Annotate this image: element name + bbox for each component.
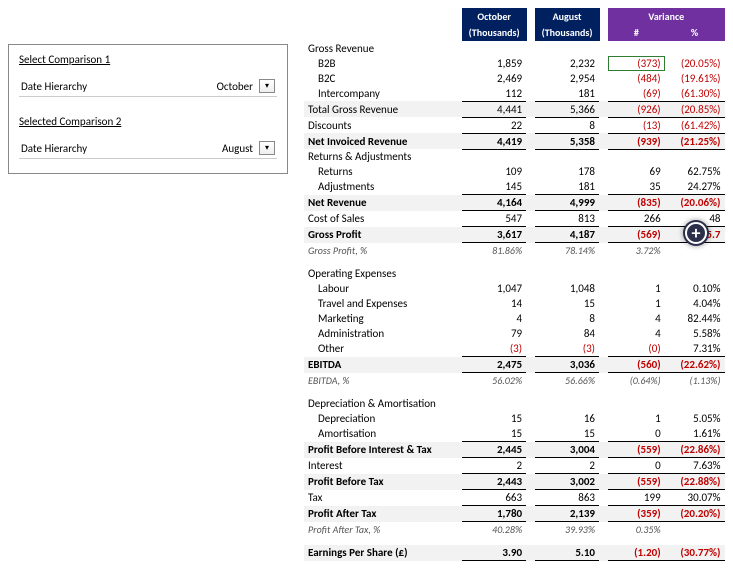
dropdown-icon[interactable]: ▾ — [259, 79, 275, 93]
slicer-field-label-1: Date Hierarchy — [21, 80, 217, 93]
table-row: Gross Profit, %81.86%78.14%3.72% — [304, 243, 725, 259]
table-row: Other(3)(3)(0)7.31% — [304, 341, 725, 357]
table-row — [304, 258, 725, 266]
table-row: Profit Before Interest & Tax2,4453,004(5… — [304, 442, 725, 458]
header-col2-a: August — [535, 9, 599, 25]
table-row: Labour1,0471,04810.10% — [304, 281, 725, 296]
table-row: Administration798445.58% — [304, 326, 725, 341]
table-row: Profit Before Tax2,4433,002(559)(22.88%) — [304, 474, 725, 490]
table-row — [304, 537, 725, 545]
pnl-table: October August Variance (Thousands) (Tho… — [304, 8, 725, 561]
header-col1-a: October — [462, 9, 526, 25]
header-variance: Variance — [608, 9, 725, 25]
table-row: Returns1091786962.75% — [304, 164, 725, 179]
table-row: Net Invoiced Revenue4,4195,358(939)(21.2… — [304, 133, 725, 149]
slicer-title-2: Selected Comparison 2 — [19, 115, 277, 128]
slicer-row-2[interactable]: Date Hierarchy August ▾ — [19, 138, 277, 159]
table-row — [304, 388, 725, 396]
header-col1-b: (Thousands) — [462, 25, 526, 41]
slicer-field-label-2: Date Hierarchy — [21, 142, 222, 155]
header-var-num: # — [608, 25, 665, 41]
dropdown-icon[interactable]: ▾ — [259, 141, 275, 155]
table-row: Net Revenue4,1644,999(835)(20.06%) — [304, 195, 725, 211]
table-row: Intercompany112181(69)(61.30%) — [304, 86, 725, 102]
table-row: Depreciation & Amortisation — [304, 396, 725, 411]
slicer-value-2: August — [222, 142, 253, 155]
header-col2-b: (Thousands) — [535, 25, 599, 41]
table-row: Adjustments1451813524.27% — [304, 179, 725, 195]
slicer-title-1: Select Comparison 1 — [19, 53, 277, 66]
table-row: Interest2207.63% — [304, 458, 725, 474]
slicer-value-1: October — [217, 80, 253, 93]
table-row: Total Gross Revenue4,4415,366(926)(20.85… — [304, 101, 725, 117]
table-row: Earnings Per Share (£)3.905.10(1.20)(30.… — [304, 545, 725, 561]
table-row: Returns & Adjustments — [304, 149, 725, 164]
table-row: EBITDA2,4753,036(560)(22.62%) — [304, 357, 725, 373]
header-var-pct: % — [665, 25, 725, 41]
table-row: Travel and Expenses141514.04% — [304, 296, 725, 311]
table-row: Gross Profit3,6174,187(569)(15.7 — [304, 227, 725, 243]
slicer-panel: Select Comparison 1 Date Hierarchy Octob… — [8, 44, 288, 174]
table-row: Depreciation151615.05% — [304, 411, 725, 426]
slicer-row-1[interactable]: Date Hierarchy October ▾ — [19, 76, 277, 97]
table-row: Discounts228(13)(61.42%) — [304, 117, 725, 133]
table-row: Profit After Tax, %40.28%39.93%0.35% — [304, 522, 725, 538]
table-row: Profit After Tax1,7802,139(359)(20.20%) — [304, 506, 725, 522]
table-row: Cost of Sales54781326648 — [304, 211, 725, 227]
table-row: B2C2,4692,954(484)(19.61%) — [304, 71, 725, 86]
table-row: B2B1,8592,232(373)(20.05%) — [304, 56, 725, 71]
table-row: EBITDA, %56.02%56.66%(0.64%)(1.13%) — [304, 373, 725, 389]
table-row: Marketing48482.44% — [304, 311, 725, 326]
table-row: Tax66386319930.07% — [304, 490, 725, 506]
table-row: Gross Revenue — [304, 41, 725, 56]
table-row: Amortisation151501.61% — [304, 426, 725, 442]
table-row: Operating Expenses — [304, 266, 725, 281]
